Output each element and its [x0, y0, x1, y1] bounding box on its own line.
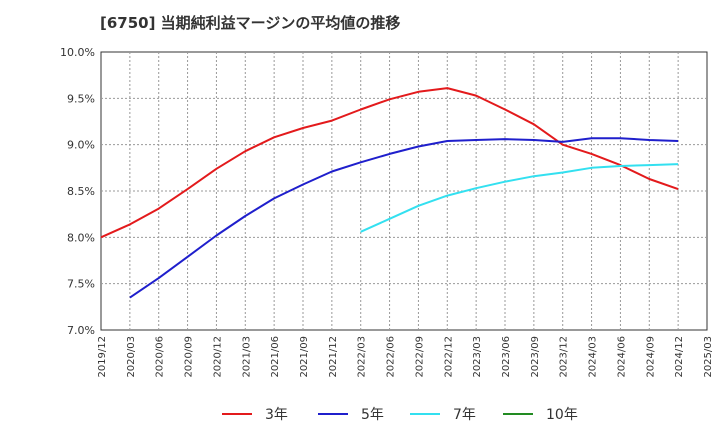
legend-item: 3年: [222, 407, 288, 423]
x-tick-label: 2024/06: [616, 336, 627, 378]
x-tick-label: 2022/09: [414, 336, 425, 378]
x-tick-label: 2025/03: [703, 336, 714, 378]
x-axis-ticks: 2019/12 2020/03 2020/06 2020/09 2020/12 2021/…: [97, 336, 714, 378]
y-tick-label: 9.5%: [67, 92, 95, 105]
x-tick-label: 2021/09: [299, 336, 310, 378]
chart-title: [6750] 当期純利益マージンの平均値の推移: [100, 14, 401, 32]
legend-label: 3年: [265, 407, 288, 423]
series-line-7年: [360, 163, 679, 233]
x-tick-label: 2019/12: [97, 336, 108, 378]
series-line-3年: [100, 87, 679, 239]
plot-area: [100, 51, 708, 331]
y-tick-label: 8.5%: [67, 185, 95, 198]
y-tick-label: 7.0%: [67, 324, 95, 337]
x-tick-label: 2020/06: [155, 336, 166, 378]
legend-item: 10年: [503, 407, 578, 423]
x-tick-label: 2022/06: [386, 336, 397, 378]
series-line-5年: [129, 137, 679, 299]
legend-label: 5年: [361, 407, 384, 423]
x-tick-label: 2024/12: [674, 336, 685, 378]
x-tick-label: 2021/06: [270, 336, 281, 378]
x-tick-label: 2021/12: [328, 336, 339, 378]
y-tick-label: 10.0%: [60, 46, 95, 59]
x-tick-label: 2022/12: [443, 336, 454, 378]
x-tick-label: 2020/09: [184, 336, 195, 378]
y-axis-ticks: 7.0% 7.5% 8.0% 8.5% 9.0% 9.5% 10.0%: [60, 46, 95, 337]
x-tick-label: 2020/03: [126, 336, 137, 378]
x-tick-label: 2022/03: [357, 336, 368, 378]
x-tick-label: 2021/03: [241, 336, 252, 378]
legend-item: 5年: [318, 407, 384, 423]
y-tick-label: 7.5%: [67, 278, 95, 291]
x-tick-label: 2023/09: [530, 336, 541, 378]
series-lines: [100, 87, 679, 299]
legend: 3年 5年 7年 10年: [222, 407, 578, 423]
legend-item: 7年: [410, 407, 476, 423]
legend-label: 10年: [546, 407, 578, 423]
x-tick-label: 2024/03: [588, 336, 599, 378]
x-tick-label: 2020/12: [212, 336, 223, 378]
legend-label: 7年: [453, 407, 476, 423]
x-tick-label: 2023/12: [559, 336, 570, 378]
grid: [101, 52, 707, 330]
y-tick-label: 9.0%: [67, 139, 95, 152]
y-tick-label: 8.0%: [67, 231, 95, 244]
x-tick-label: 2023/03: [472, 336, 483, 378]
x-tick-label: 2024/09: [645, 336, 656, 378]
x-tick-label: 2023/06: [501, 336, 512, 378]
